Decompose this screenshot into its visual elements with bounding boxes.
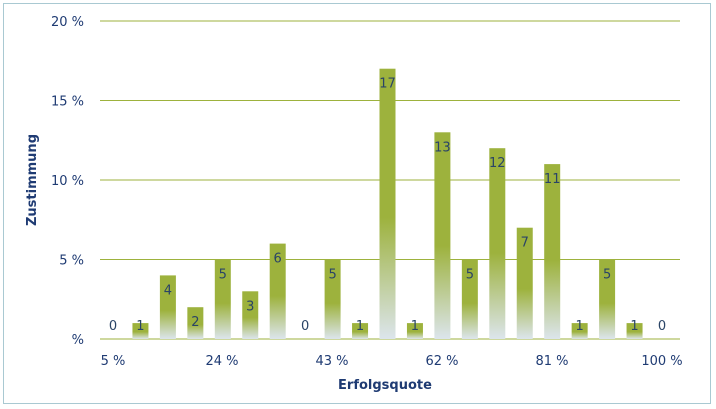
bar xyxy=(269,243,286,339)
bar-value-label: 5 xyxy=(603,268,611,283)
bar-value-label: 0 xyxy=(109,319,117,334)
bar-value-label: 17 xyxy=(379,77,396,92)
bar xyxy=(242,291,259,339)
bar-value-label: 0 xyxy=(301,319,309,334)
bar xyxy=(489,148,506,339)
bar-value-label: 5 xyxy=(219,268,227,283)
bar xyxy=(187,307,204,339)
bar-value-label: 3 xyxy=(246,299,254,314)
x-tick-label: 62 % xyxy=(425,354,458,369)
y-axis-title: Zustimmung xyxy=(25,134,40,226)
bar xyxy=(132,323,149,339)
y-tick-label: % xyxy=(72,333,84,348)
bar xyxy=(461,259,478,339)
bar xyxy=(379,68,396,339)
x-tick-label: 5 % xyxy=(101,354,126,369)
y-tick-label: 10 % xyxy=(51,174,84,189)
bar-value-label: 5 xyxy=(328,268,336,283)
bars xyxy=(132,68,643,339)
bar xyxy=(516,227,533,339)
y-tick-labels: % 5 % 10 % 15 % 20 % xyxy=(51,15,84,348)
bar xyxy=(324,259,341,339)
bar xyxy=(352,323,369,339)
bar-value-label: 7 xyxy=(521,236,529,251)
bar xyxy=(626,323,643,339)
bar-value-label: 1 xyxy=(356,319,364,334)
bar-value-label: 5 xyxy=(466,268,474,283)
bar-value-label: 1 xyxy=(411,319,419,334)
x-tick-label: 24 % xyxy=(205,354,238,369)
bar xyxy=(434,132,451,339)
x-tick-label: 43 % xyxy=(315,354,348,369)
bar-value-label: 11 xyxy=(544,172,561,187)
bar xyxy=(214,259,231,339)
x-tick-labels: 5 % 24 % 43 % 62 % 81 % 100 % xyxy=(101,354,683,369)
bar-value-label: 0 xyxy=(658,319,666,334)
y-tick-label: 15 % xyxy=(51,95,84,110)
x-tick-label: 100 % xyxy=(641,354,682,369)
bar-value-label: 1 xyxy=(630,319,638,334)
bar-value-label: 4 xyxy=(164,283,172,298)
y-tick-label: 5 % xyxy=(59,254,84,269)
bar xyxy=(406,323,423,339)
bar-value-label: 1 xyxy=(136,319,144,334)
bar-value-label: 6 xyxy=(274,252,282,267)
x-tick-label: 81 % xyxy=(535,354,568,369)
bar-value-label: 2 xyxy=(191,315,199,330)
chart-frame xyxy=(3,3,711,404)
bar xyxy=(159,275,176,339)
bar-value-label: 1 xyxy=(576,319,584,334)
bar xyxy=(571,323,588,339)
y-tick-label: 20 % xyxy=(51,15,84,30)
bar-value-label: 13 xyxy=(434,140,451,155)
bar-value-label: 12 xyxy=(489,156,506,171)
bar xyxy=(599,259,616,339)
bar xyxy=(544,164,561,339)
x-axis-title: Erfolgsquote xyxy=(338,378,432,393)
